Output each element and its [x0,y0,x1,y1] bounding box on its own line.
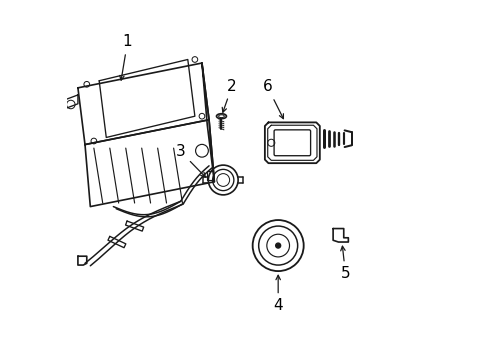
Text: 1: 1 [120,34,132,80]
Text: 2: 2 [222,78,236,112]
Text: 6: 6 [262,80,283,119]
Text: 4: 4 [273,275,283,313]
Text: 5: 5 [340,246,349,282]
Circle shape [275,243,280,248]
Text: 3: 3 [176,144,205,177]
